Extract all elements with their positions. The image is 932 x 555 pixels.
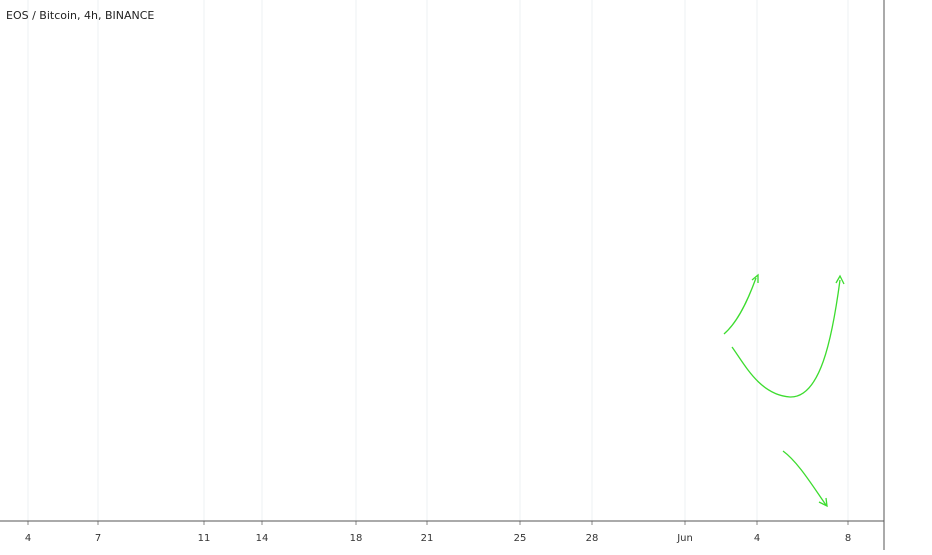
x-tick-label: 14 (256, 533, 269, 544)
forecast-arrow-down-head (818, 497, 828, 508)
forecast-arrows (723, 273, 845, 508)
forecast-arrow-u-curve-head (835, 274, 845, 285)
forecast-arrow-up-short (723, 277, 757, 335)
forecast-arrow-u-curve (731, 279, 841, 398)
x-tick-label: 4 (25, 533, 31, 544)
x-tick-label: 21 (421, 533, 434, 544)
x-tick-label: 4 (754, 533, 760, 544)
x-tick-label: 18 (350, 533, 363, 544)
chart-title: EOS / Bitcoin, 4h, BINANCE (6, 9, 154, 22)
x-tick-label: 8 (845, 533, 851, 544)
x-tick-label: Jun (676, 533, 693, 544)
forecast-arrow-down (782, 450, 827, 506)
x-tick-label: 7 (95, 533, 101, 544)
forecast-arrow-up-short-head (751, 273, 759, 283)
x-tick-label: 25 (514, 533, 527, 544)
x-tick-label: 11 (198, 533, 211, 544)
x-tick-label: 28 (586, 533, 599, 544)
grid (27, 0, 849, 521)
